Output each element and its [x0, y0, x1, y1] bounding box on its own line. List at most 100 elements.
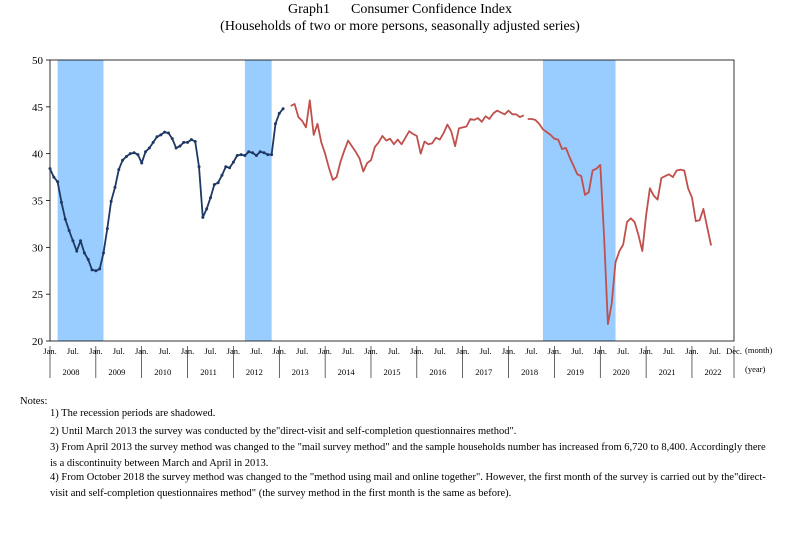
data-point — [105, 227, 109, 231]
data-point — [52, 175, 56, 179]
x-year-label: 2011 — [200, 367, 217, 377]
data-point — [277, 111, 281, 115]
line-chart: 20 25 30 35 40 45 50 Jan. Jul. Jan. Jul. Jan. Jul. J… — [32, 55, 773, 378]
x-year-label: 2022 — [704, 367, 721, 377]
x-month-label: Jul. — [113, 346, 125, 356]
data-point — [220, 173, 224, 177]
x-year-label: 2014 — [338, 367, 356, 377]
data-point — [258, 150, 262, 154]
data-point — [71, 239, 75, 243]
data-point — [170, 137, 174, 141]
data-point — [197, 165, 201, 169]
x-month-label: Jul. — [67, 346, 79, 356]
data-point — [75, 249, 79, 253]
data-point — [109, 199, 113, 203]
data-point — [101, 251, 105, 255]
x-month-label: Jul. — [250, 346, 262, 356]
data-point — [82, 251, 86, 255]
x-month-label: Jul. — [388, 346, 400, 356]
x-month-label: Jul. — [434, 346, 446, 356]
x-unit-month: (month) — [745, 345, 773, 355]
data-point — [56, 180, 60, 184]
recession-band-2 — [244, 60, 272, 341]
x-year-label: 2017 — [475, 367, 492, 377]
recession-band-3 — [542, 60, 616, 341]
y-tick-label: 30 — [32, 242, 44, 254]
x-year-label: 2019 — [567, 367, 584, 377]
x-year-label: 2015 — [384, 367, 401, 377]
y-axis: 20 25 30 35 40 45 50 — [32, 55, 50, 348]
data-point — [166, 131, 170, 135]
y-tick-label: 45 — [32, 102, 44, 114]
data-point — [90, 268, 94, 272]
x-year-label: 2010 — [154, 367, 171, 377]
data-point — [266, 153, 270, 157]
data-point — [243, 154, 247, 158]
x-month-label: Jul. — [571, 346, 583, 356]
data-point — [228, 166, 232, 170]
note-4: 4) From October 2018 the survey method w… — [50, 472, 766, 499]
data-point — [212, 183, 216, 187]
x-month-label: Jul. — [663, 346, 675, 356]
y-tick-label: 40 — [32, 149, 44, 161]
data-point — [270, 153, 274, 157]
data-point — [144, 150, 148, 154]
chart-title: Graph1 Consumer Confidence Index — [288, 2, 512, 17]
data-point — [262, 151, 266, 155]
x-year-label: 2008 — [63, 367, 80, 377]
data-point — [235, 154, 239, 158]
x-month-label: Jul. — [709, 346, 721, 356]
x-month-label: Jul. — [617, 346, 629, 356]
data-point — [121, 158, 125, 162]
y-tick-label: 50 — [32, 55, 44, 67]
x-year-label: 2009 — [108, 367, 125, 377]
data-point — [86, 258, 90, 262]
data-point — [63, 217, 67, 221]
data-point — [189, 138, 193, 142]
data-point — [136, 153, 140, 157]
data-point — [155, 135, 159, 139]
data-point — [98, 267, 102, 271]
data-point — [216, 181, 220, 185]
data-point — [117, 168, 121, 172]
data-point — [251, 151, 255, 155]
data-point — [124, 154, 128, 158]
x-unit-year: (year) — [745, 364, 765, 374]
note-1: 1) The recession periods are shadowed. — [50, 408, 216, 419]
data-point — [147, 146, 151, 150]
notes-header: Notes: — [20, 396, 48, 407]
recession-band-1 — [57, 60, 104, 341]
note-3: 3) From April 2013 the survey method was… — [50, 442, 766, 469]
data-point — [79, 239, 83, 243]
data-point — [231, 160, 235, 164]
series-line-mail-and-online — [527, 118, 712, 326]
data-point — [201, 215, 205, 219]
plot-frame — [49, 59, 735, 342]
data-point — [94, 269, 98, 273]
data-point — [205, 207, 209, 211]
series-lines — [48, 99, 712, 326]
y-tick-label: 35 — [32, 196, 44, 208]
data-point — [59, 200, 63, 204]
x-month-label: Jul. — [159, 346, 171, 356]
x-month-label: Jul. — [296, 346, 308, 356]
recession-bands — [57, 60, 616, 341]
x-year-label: 2020 — [613, 367, 630, 377]
data-point — [48, 167, 52, 171]
data-point — [208, 196, 212, 200]
x-year-label: 2021 — [659, 367, 676, 377]
data-point — [254, 154, 258, 158]
data-point — [247, 150, 251, 154]
x-year-label: 2018 — [521, 367, 538, 377]
x-year-label: 2016 — [429, 367, 446, 377]
y-tick-label: 25 — [32, 289, 44, 301]
x-year-label: 2013 — [292, 367, 309, 377]
y-tick-label: 20 — [32, 336, 44, 348]
data-point — [128, 152, 132, 156]
data-point — [239, 153, 243, 157]
data-point — [182, 140, 186, 144]
data-point — [174, 146, 178, 150]
data-point — [186, 140, 190, 144]
data-point — [151, 140, 155, 144]
data-point — [132, 151, 136, 155]
